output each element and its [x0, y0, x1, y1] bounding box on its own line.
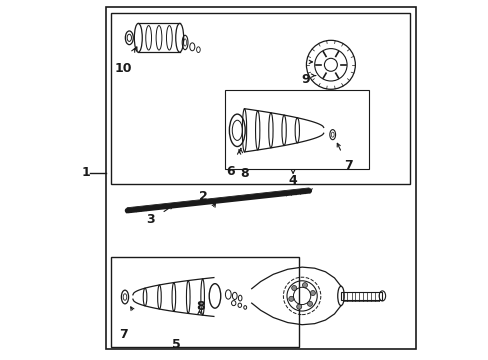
Bar [111, 13, 409, 184]
Text: 8: 8 [240, 167, 248, 180]
Text: 8: 8 [196, 300, 204, 313]
Bar [111, 257, 298, 347]
Text: 2: 2 [198, 190, 207, 203]
Circle shape [302, 283, 307, 288]
Bar [106, 7, 415, 349]
Text: 7: 7 [344, 159, 352, 172]
Circle shape [291, 285, 296, 291]
Text: 6: 6 [225, 165, 234, 177]
Text: 3: 3 [146, 213, 155, 226]
Bar [340, 292, 382, 300]
Circle shape [288, 296, 293, 301]
Circle shape [296, 304, 301, 309]
Circle shape [310, 291, 315, 296]
Text: 9: 9 [301, 73, 309, 86]
Text: 7: 7 [119, 328, 127, 341]
Text: 5: 5 [171, 338, 180, 351]
Bar [224, 90, 368, 169]
Text: 1: 1 [81, 166, 90, 179]
Text: 10: 10 [114, 62, 132, 75]
Text: 4: 4 [288, 174, 297, 186]
Circle shape [307, 301, 312, 306]
